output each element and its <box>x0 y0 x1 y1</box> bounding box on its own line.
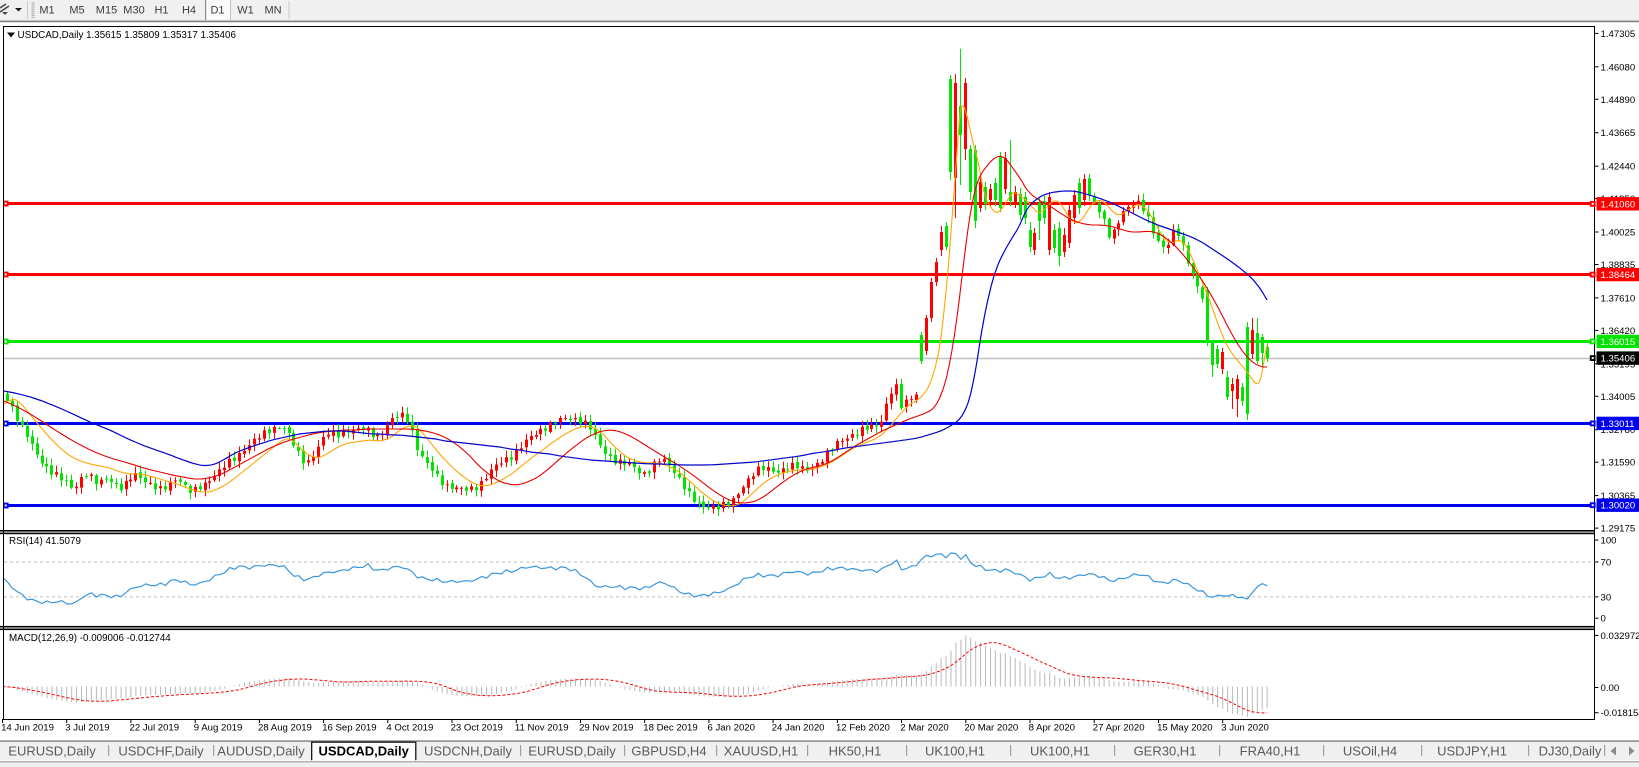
svg-text:0.032972: 0.032972 <box>1601 631 1639 642</box>
svg-text:1.37610: 1.37610 <box>1601 293 1636 304</box>
svg-text:H4: H4 <box>182 5 196 17</box>
svg-text:M30: M30 <box>123 5 144 17</box>
svg-text:RSI(14) 41.5079: RSI(14) 41.5079 <box>9 536 81 547</box>
svg-text:USOil,H4: USOil,H4 <box>1343 744 1397 759</box>
svg-text:18 Dec 2019: 18 Dec 2019 <box>643 723 697 734</box>
svg-text:HK50,H1: HK50,H1 <box>829 744 882 759</box>
svg-text:USDCAD,Daily 1.35615 1.35809: USDCAD,Daily 1.35615 1.35809 1.35317 1.3… <box>18 30 237 41</box>
svg-text:1.47305: 1.47305 <box>1601 29 1636 40</box>
svg-text:1.43665: 1.43665 <box>1601 128 1636 139</box>
svg-text:3 Jun 2020: 3 Jun 2020 <box>1221 723 1268 734</box>
svg-text:1.44890: 1.44890 <box>1601 95 1636 106</box>
svg-text:30: 30 <box>1601 592 1612 603</box>
svg-text:1.41060: 1.41060 <box>1601 199 1636 210</box>
svg-text:1.35406: 1.35406 <box>1601 354 1636 365</box>
svg-text:16 Sep 2019: 16 Sep 2019 <box>322 723 376 734</box>
svg-text:USDCAD,Daily: USDCAD,Daily <box>319 744 410 759</box>
svg-text:28 Aug 2019: 28 Aug 2019 <box>258 723 312 734</box>
svg-text:24 Jan 2020: 24 Jan 2020 <box>772 723 825 734</box>
svg-text:DJ30,Daily: DJ30,Daily <box>1539 744 1602 759</box>
svg-text:1.38464: 1.38464 <box>1601 270 1636 281</box>
svg-text:MACD(12,26,9) -0.009006 -0.012: MACD(12,26,9) -0.009006 -0.012744 <box>9 633 171 644</box>
svg-text:12 Feb 2020: 12 Feb 2020 <box>836 723 890 734</box>
svg-text:USDCNH,Daily: USDCNH,Daily <box>424 744 513 759</box>
svg-text:1.36420: 1.36420 <box>1601 326 1636 337</box>
svg-text:15 May 2020: 15 May 2020 <box>1157 723 1212 734</box>
svg-text:70: 70 <box>1601 558 1612 569</box>
svg-text:UK100,H1: UK100,H1 <box>1030 744 1090 759</box>
svg-text:1.30365: 1.30365 <box>1601 491 1636 502</box>
svg-text:1.30020: 1.30020 <box>1601 501 1636 512</box>
svg-text:GER30,H1: GER30,H1 <box>1134 744 1197 759</box>
svg-text:11 Nov 2019: 11 Nov 2019 <box>515 723 569 734</box>
svg-text:EURUSD,Daily: EURUSD,Daily <box>528 744 616 759</box>
svg-text:FRA40,H1: FRA40,H1 <box>1240 744 1301 759</box>
svg-text:100: 100 <box>1601 536 1617 547</box>
svg-text:EURUSD,Daily: EURUSD,Daily <box>8 744 96 759</box>
svg-text:USDCHF,Daily: USDCHF,Daily <box>118 744 204 759</box>
svg-text:20 Mar 2020: 20 Mar 2020 <box>964 723 1018 734</box>
svg-text:23 Oct 2019: 23 Oct 2019 <box>451 723 503 734</box>
svg-text:AUDUSD,Daily: AUDUSD,Daily <box>217 744 305 759</box>
svg-text:4 Oct 2019: 4 Oct 2019 <box>386 723 433 734</box>
svg-text:D1: D1 <box>210 5 224 17</box>
svg-text:GBPUSD,H4: GBPUSD,H4 <box>631 744 706 759</box>
svg-text:0: 0 <box>1601 614 1606 625</box>
svg-text:MN: MN <box>264 5 281 17</box>
svg-text:22 Jul 2019: 22 Jul 2019 <box>130 723 180 734</box>
svg-text:M15: M15 <box>96 5 117 17</box>
svg-text:29 Nov 2019: 29 Nov 2019 <box>579 723 633 734</box>
svg-text:1.40025: 1.40025 <box>1601 228 1636 239</box>
svg-text:1.33011: 1.33011 <box>1601 419 1635 430</box>
svg-text:6 Jan 2020: 6 Jan 2020 <box>708 723 755 734</box>
svg-text:H1: H1 <box>154 5 168 17</box>
svg-text:UK100,H1: UK100,H1 <box>925 744 985 759</box>
svg-text:8 Apr 2020: 8 Apr 2020 <box>1029 723 1075 734</box>
svg-text:1.38835: 1.38835 <box>1601 260 1636 271</box>
svg-text:0.00: 0.00 <box>1601 683 1620 694</box>
svg-text:1.29175: 1.29175 <box>1601 524 1636 535</box>
svg-text:1.32780: 1.32780 <box>1601 425 1636 436</box>
svg-text:1.36015: 1.36015 <box>1601 337 1636 348</box>
svg-text:XAUUSD,H1: XAUUSD,H1 <box>724 744 798 759</box>
svg-text:2 Mar 2020: 2 Mar 2020 <box>900 723 949 734</box>
svg-text:W1: W1 <box>237 5 254 17</box>
svg-text:9 Aug 2019: 9 Aug 2019 <box>194 723 243 734</box>
svg-text:-0.018154: -0.018154 <box>1601 708 1639 719</box>
svg-text:1.34005: 1.34005 <box>1601 392 1636 403</box>
svg-text:1.42440: 1.42440 <box>1601 162 1636 173</box>
svg-text:M1: M1 <box>39 5 54 17</box>
svg-text:3 Jul 2019: 3 Jul 2019 <box>65 723 109 734</box>
svg-text:USDJPY,H1: USDJPY,H1 <box>1437 744 1507 759</box>
svg-text:14 Jun 2019: 14 Jun 2019 <box>1 723 54 734</box>
svg-text:1.46080: 1.46080 <box>1601 62 1636 73</box>
svg-text:1.31590: 1.31590 <box>1601 458 1636 469</box>
svg-text:M5: M5 <box>69 5 84 17</box>
svg-text:27 Apr 2020: 27 Apr 2020 <box>1093 723 1145 734</box>
